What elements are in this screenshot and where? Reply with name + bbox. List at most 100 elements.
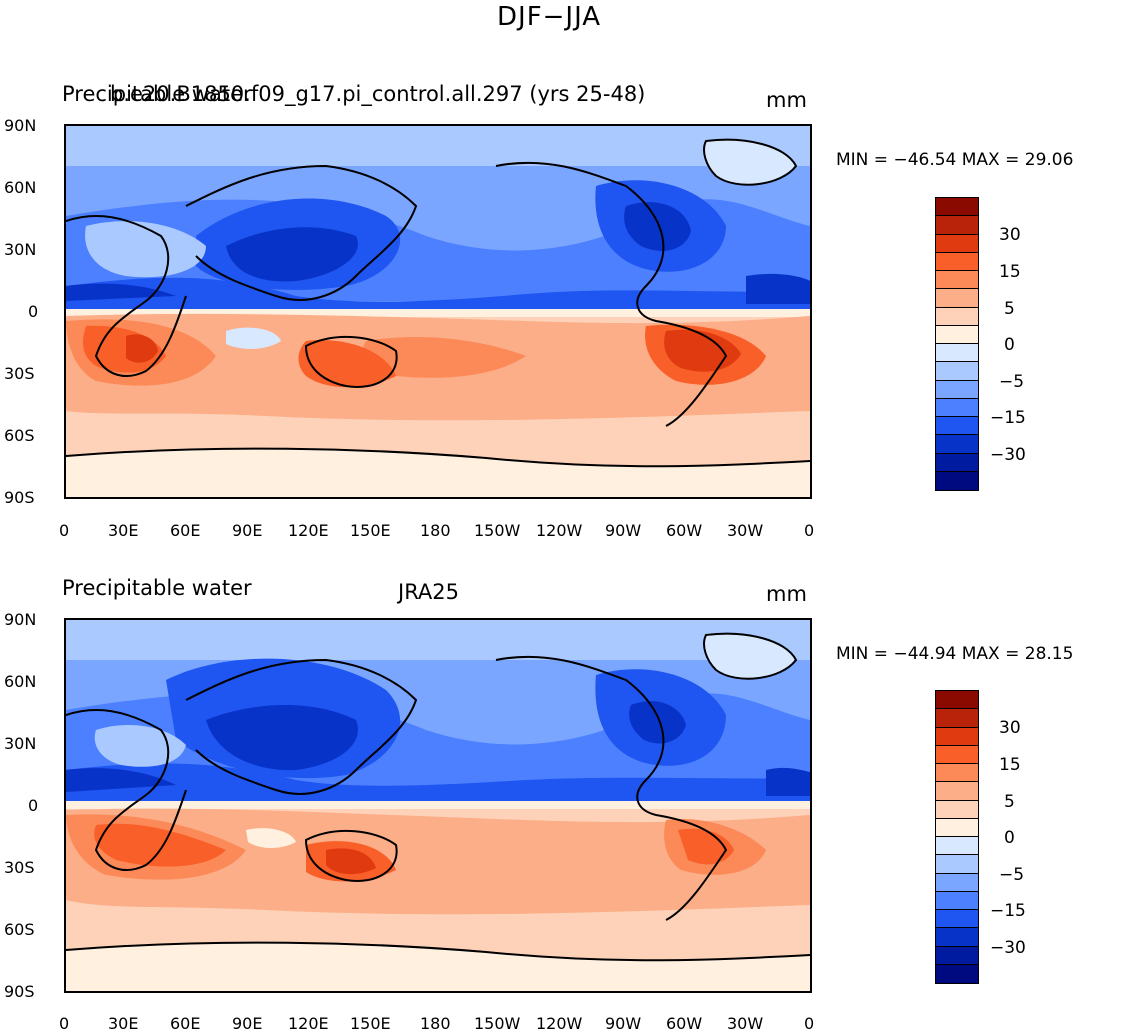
colorbar-swatch bbox=[936, 946, 978, 965]
lon-label: 120W bbox=[536, 1014, 583, 1033]
lon-label: 60E bbox=[170, 1014, 201, 1033]
colorbar-label: 30 bbox=[999, 225, 1021, 245]
lat-label: 30S bbox=[4, 858, 35, 877]
colorbar-swatch bbox=[936, 782, 978, 801]
lat-label: 90S bbox=[4, 982, 35, 1001]
colorbar-swatch bbox=[936, 837, 978, 856]
colorbar-label: 30 bbox=[999, 718, 1021, 738]
colorbar-swatch bbox=[936, 691, 978, 710]
colorbar-label: 0 bbox=[1004, 828, 1015, 848]
lon-label: 0 bbox=[59, 521, 70, 540]
lon-label: 0 bbox=[804, 521, 815, 540]
colorbar-swatch bbox=[936, 818, 978, 837]
lon-label: 60E bbox=[170, 521, 201, 540]
colorbar-swatch bbox=[936, 928, 978, 947]
colorbar-swatch bbox=[936, 380, 978, 399]
colorbar-label: 5 bbox=[1004, 299, 1015, 319]
colorbar-swatch bbox=[936, 417, 978, 436]
colorbar-label: 15 bbox=[999, 262, 1021, 282]
lat-label: 60S bbox=[4, 920, 35, 939]
lon-label: 30W bbox=[727, 1014, 764, 1033]
panel-units-label: mm bbox=[766, 582, 807, 606]
colorbar-swatch bbox=[936, 271, 978, 290]
lon-label: 90W bbox=[605, 1014, 642, 1033]
colorbar-label: −30 bbox=[990, 445, 1026, 465]
colorbar-swatch bbox=[936, 362, 978, 381]
lon-label: 120W bbox=[536, 521, 583, 540]
colorbar-swatch bbox=[936, 891, 978, 910]
colorbar-swatch bbox=[936, 344, 978, 363]
lon-label: 90E bbox=[232, 521, 263, 540]
colorbar-swatch bbox=[936, 198, 978, 217]
colorbar-label: −15 bbox=[990, 901, 1026, 921]
colorbar-label: −30 bbox=[990, 938, 1026, 958]
lon-label: 150E bbox=[350, 1014, 391, 1033]
colorbar-swatch bbox=[936, 727, 978, 746]
lon-label: 60W bbox=[666, 1014, 703, 1033]
lon-label: 150W bbox=[474, 521, 521, 540]
lon-label: 150W bbox=[474, 1014, 521, 1033]
colorbar-label: −15 bbox=[990, 408, 1026, 428]
lon-label: 180 bbox=[420, 1014, 451, 1033]
min-max-text: MIN = −46.54 MAX = 29.06 bbox=[836, 150, 1074, 170]
colorbar-swatch bbox=[936, 745, 978, 764]
map-plot bbox=[64, 618, 812, 993]
colorbar-swatch bbox=[936, 453, 978, 472]
colorbar-swatch bbox=[936, 435, 978, 454]
colorbar-swatch bbox=[936, 471, 978, 490]
colorbar-swatch bbox=[936, 873, 978, 892]
lat-label: 90S bbox=[4, 488, 35, 507]
colorbar bbox=[935, 690, 979, 984]
colorbar bbox=[935, 197, 979, 491]
lat-label: 60S bbox=[4, 426, 35, 445]
lat-label: 90N bbox=[4, 116, 37, 135]
colorbar-swatch bbox=[936, 398, 978, 417]
lon-label: 90E bbox=[232, 1014, 263, 1033]
lon-label: 0 bbox=[59, 1014, 70, 1033]
panel-case-label: b.e20.B1850.f09_g17.pi_control.all.297 (… bbox=[110, 82, 646, 106]
lat-label: 30N bbox=[4, 734, 37, 753]
colorbar-swatch bbox=[936, 855, 978, 874]
contour-map bbox=[66, 620, 810, 991]
colorbar-swatch bbox=[936, 764, 978, 783]
lon-label: 120E bbox=[288, 521, 329, 540]
colorbar-label: 0 bbox=[1004, 335, 1015, 355]
lon-label: 150E bbox=[350, 521, 391, 540]
lat-label: 90N bbox=[4, 610, 37, 629]
colorbar-swatch bbox=[936, 307, 978, 326]
lon-label: 30E bbox=[108, 521, 139, 540]
lon-label: 30E bbox=[108, 1014, 139, 1033]
panel-case-label: JRA25 bbox=[398, 580, 460, 604]
colorbar-swatch bbox=[936, 325, 978, 344]
map-plot bbox=[64, 124, 812, 499]
colorbar-swatch bbox=[936, 289, 978, 308]
lat-label: 30S bbox=[4, 364, 35, 383]
figure-title: DJF−JJA bbox=[497, 2, 602, 32]
colorbar-swatch bbox=[936, 234, 978, 253]
lon-label: 0 bbox=[804, 1014, 815, 1033]
colorbar-swatch bbox=[936, 252, 978, 271]
colorbar-swatch bbox=[936, 709, 978, 728]
contour-map bbox=[66, 126, 810, 497]
lat-label: 0 bbox=[28, 302, 39, 321]
panel-variable-label: Precipitable water bbox=[62, 82, 252, 106]
lon-label: 120E bbox=[288, 1014, 329, 1033]
lat-label: 0 bbox=[28, 796, 39, 815]
min-max-text: MIN = −44.94 MAX = 28.15 bbox=[836, 644, 1074, 664]
colorbar-swatch bbox=[936, 910, 978, 929]
lon-label: 30W bbox=[727, 521, 764, 540]
lat-label: 30N bbox=[4, 240, 37, 259]
colorbar-label: −5 bbox=[999, 372, 1025, 392]
lat-label: 60N bbox=[4, 672, 37, 691]
panel-variable-label: Precipitable water bbox=[62, 576, 252, 600]
panel-units-label: mm bbox=[766, 88, 807, 112]
colorbar-label: −5 bbox=[999, 865, 1025, 885]
colorbar-swatch bbox=[936, 964, 978, 983]
lat-label: 60N bbox=[4, 178, 37, 197]
colorbar-label: 5 bbox=[1004, 792, 1015, 812]
colorbar-swatch bbox=[936, 216, 978, 235]
lon-label: 60W bbox=[666, 521, 703, 540]
lon-label: 180 bbox=[420, 521, 451, 540]
lon-label: 90W bbox=[605, 521, 642, 540]
colorbar-swatch bbox=[936, 800, 978, 819]
